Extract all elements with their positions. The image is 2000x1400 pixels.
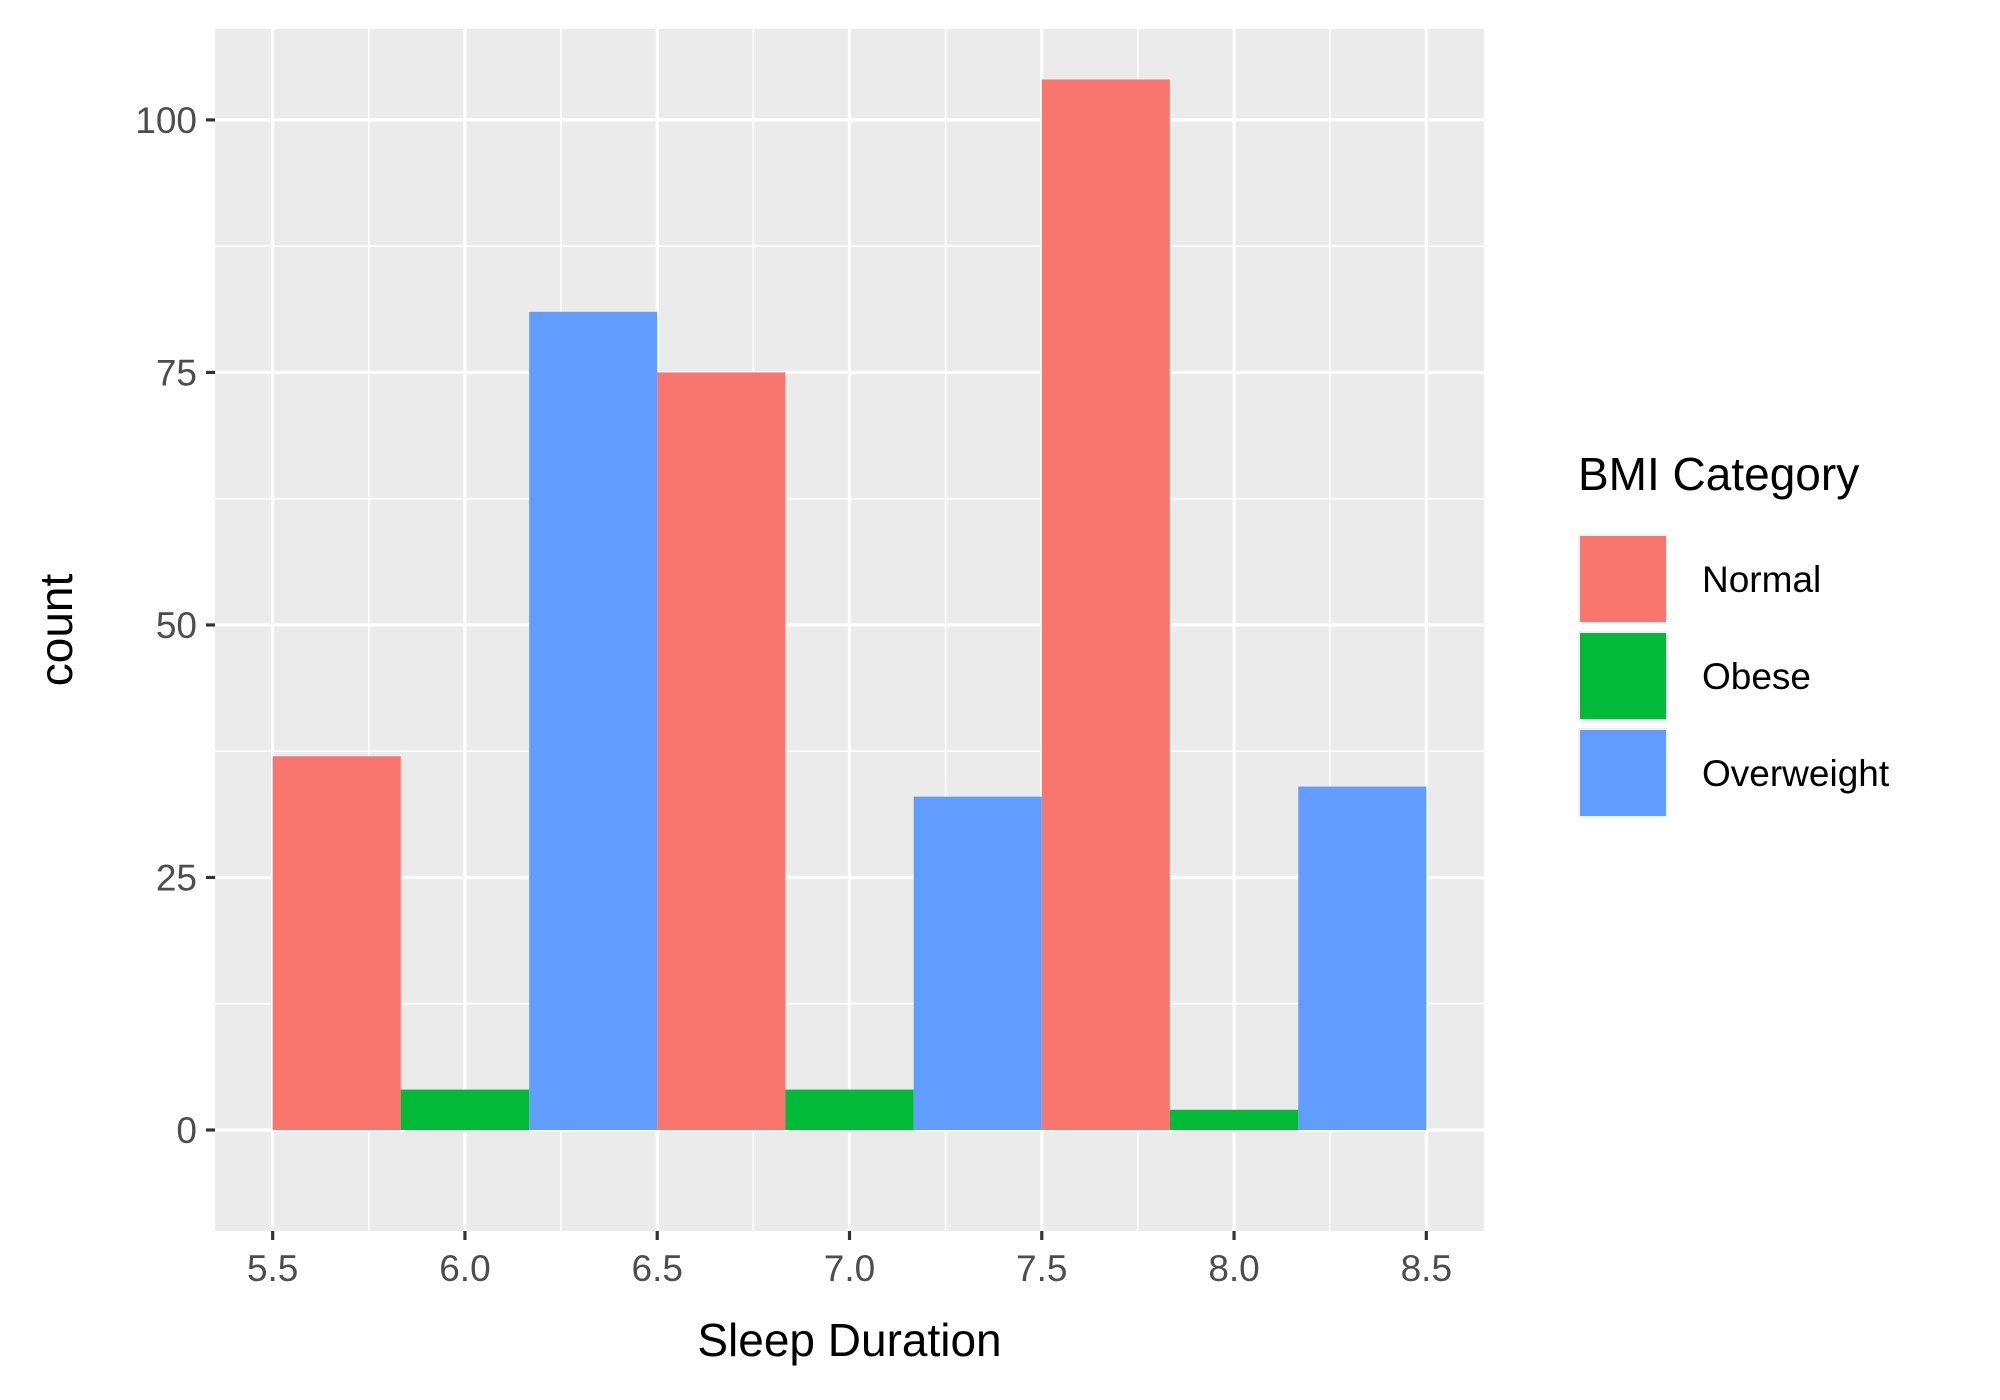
legend-title: BMI Category: [1578, 448, 1859, 500]
x-tick-label: 5.5: [247, 1248, 298, 1289]
y-tick-label: 50: [156, 605, 197, 646]
y-axis-title: count: [30, 574, 82, 687]
bar-normal-6.5: [657, 372, 786, 1130]
legend-label-obese: Obese: [1702, 656, 1811, 697]
legend-swatch-normal: [1580, 536, 1666, 622]
bar-obese-5.833: [400, 1089, 530, 1130]
x-tick-label: 7.5: [1016, 1248, 1067, 1289]
y-tick-label: 100: [135, 100, 197, 141]
bar-obese-7.833: [1169, 1109, 1299, 1130]
y-axis: 0 25 50 75 100: [135, 100, 215, 1151]
legend: BMI Category Normal Obese Overweight: [1578, 448, 1890, 818]
x-tick-label: 6.5: [632, 1248, 683, 1289]
x-tick-label: 7.0: [824, 1248, 875, 1289]
bar-overweight-8.167: [1298, 786, 1427, 1130]
legend-swatch-overweight: [1580, 730, 1666, 816]
x-axis-title: Sleep Duration: [697, 1314, 1001, 1366]
bar-normal-5.5: [272, 756, 401, 1130]
x-axis: 5.5 6.0 6.5 7.0 7.5 8.0 8.5: [247, 1231, 1452, 1289]
bar-obese-6.833: [785, 1089, 914, 1130]
bar-normal-7.5: [1041, 79, 1170, 1130]
bar-overweight-6.167: [529, 311, 658, 1130]
x-tick-label: 6.0: [439, 1248, 490, 1289]
x-tick-label: 8.5: [1401, 1248, 1452, 1289]
legend-items: Normal Obese Overweight: [1578, 534, 1890, 818]
legend-swatch-obese: [1580, 633, 1666, 719]
legend-label-normal: Normal: [1702, 559, 1821, 600]
y-tick-label: 0: [176, 1110, 197, 1151]
legend-label-overweight: Overweight: [1702, 753, 1890, 794]
y-tick-label: 25: [156, 857, 197, 898]
bar-overweight-7.167: [913, 796, 1042, 1130]
x-tick-label: 8.0: [1208, 1248, 1259, 1289]
y-tick-label: 75: [156, 352, 197, 393]
bars: [272, 79, 1427, 1130]
